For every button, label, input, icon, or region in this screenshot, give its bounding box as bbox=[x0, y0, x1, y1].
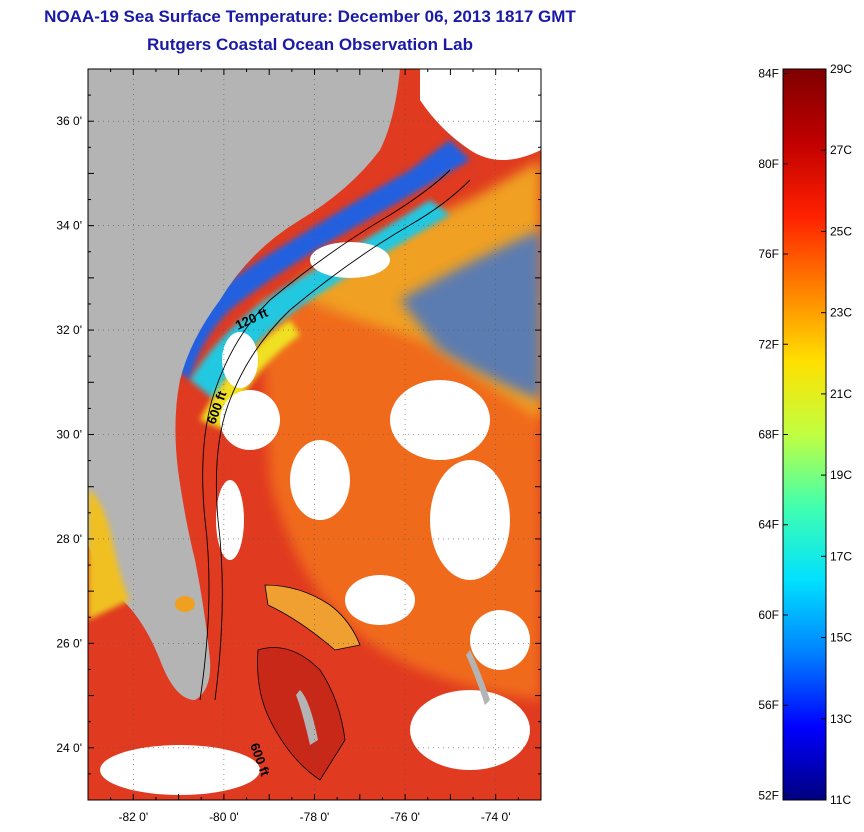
isobath-120ft bbox=[199, 169, 451, 701]
axis-ticks bbox=[87, 68, 542, 801]
colorbar-fahrenheit-label: 68F bbox=[758, 428, 779, 442]
little-bahama-bank bbox=[264, 584, 361, 651]
latitude-label: 36 0' bbox=[56, 114, 82, 128]
latitude-label: 26 0' bbox=[56, 636, 82, 650]
colorbar-labels: 29C 27C 25C 23C 21C 19C 17C 15C 13C 11C 84F 80F 76F 7… bbox=[758, 62, 852, 807]
coastal-cold-band bbox=[150, 140, 470, 380]
longitude-label: -82 0' bbox=[118, 810, 148, 824]
map-plot-area bbox=[88, 69, 541, 800]
cool-water-region bbox=[400, 230, 541, 400]
colorbar-celsius-label: 27C bbox=[830, 143, 852, 157]
latitude-label: 32 0' bbox=[56, 323, 82, 337]
latitude-label: 30 0' bbox=[56, 428, 82, 442]
colorbar-fahrenheit-label: 64F bbox=[758, 518, 779, 532]
latitude-label: 28 0' bbox=[56, 532, 82, 546]
colorbar bbox=[782, 68, 827, 801]
colorbar-celsius-label: 25C bbox=[830, 224, 852, 238]
colorbar-celsius-label: 29C bbox=[830, 62, 852, 76]
colorbar-fahrenheit-label: 84F bbox=[758, 67, 779, 81]
cloud-cover bbox=[100, 69, 541, 795]
colorbar-celsius-label: 17C bbox=[830, 549, 852, 563]
colorbar-fahrenheit-label: 52F bbox=[758, 788, 779, 802]
longitude-label: -78 0' bbox=[300, 810, 330, 824]
latitude-label: 24 0' bbox=[56, 741, 82, 755]
land-mass-florida-southeast-us bbox=[88, 69, 400, 700]
colorbar-fahrenheit-label: 76F bbox=[758, 247, 779, 261]
colorbar-celsius-label: 15C bbox=[830, 631, 852, 645]
longitude-axis-labels: -82 0' -80 0' -78 0' -76 0' -74 0' bbox=[118, 810, 510, 824]
longitude-label: -80 0' bbox=[209, 810, 239, 824]
isobath-600ft bbox=[214, 179, 471, 701]
colorbar-celsius-label: 11C bbox=[830, 793, 851, 807]
colorbar-celsius-label: 13C bbox=[830, 712, 852, 726]
colorbar-fahrenheit-label: 56F bbox=[758, 698, 779, 712]
map-title: NOAA-19 Sea Surface Temperature: Decembe… bbox=[44, 7, 576, 26]
latitude-label: 34 0' bbox=[56, 219, 82, 233]
gulf-shelf-water bbox=[88, 490, 130, 620]
colorbar-celsius-label: 21C bbox=[830, 387, 852, 401]
lake-okeechobee bbox=[175, 596, 195, 612]
colorbar-fahrenheit-label: 60F bbox=[758, 608, 779, 622]
map-subtitle: Rutgers Coastal Ocean Observation Lab bbox=[147, 35, 473, 54]
great-bahama-bank bbox=[257, 647, 346, 781]
longitude-label: -76 0' bbox=[390, 810, 420, 824]
colorbar-celsius-label: 19C bbox=[830, 468, 852, 482]
latitude-axis-labels: 24 0' 26 0' 28 0' 30 0' 32 0' 34 0' 36 0' bbox=[56, 114, 82, 755]
longitude-label: -74 0' bbox=[481, 810, 511, 824]
colorbar-fahrenheit-label: 80F bbox=[758, 157, 779, 171]
graticule bbox=[88, 69, 541, 800]
colorbar-celsius-label: 23C bbox=[830, 306, 852, 320]
colorbar-fahrenheit-label: 72F bbox=[758, 337, 779, 351]
